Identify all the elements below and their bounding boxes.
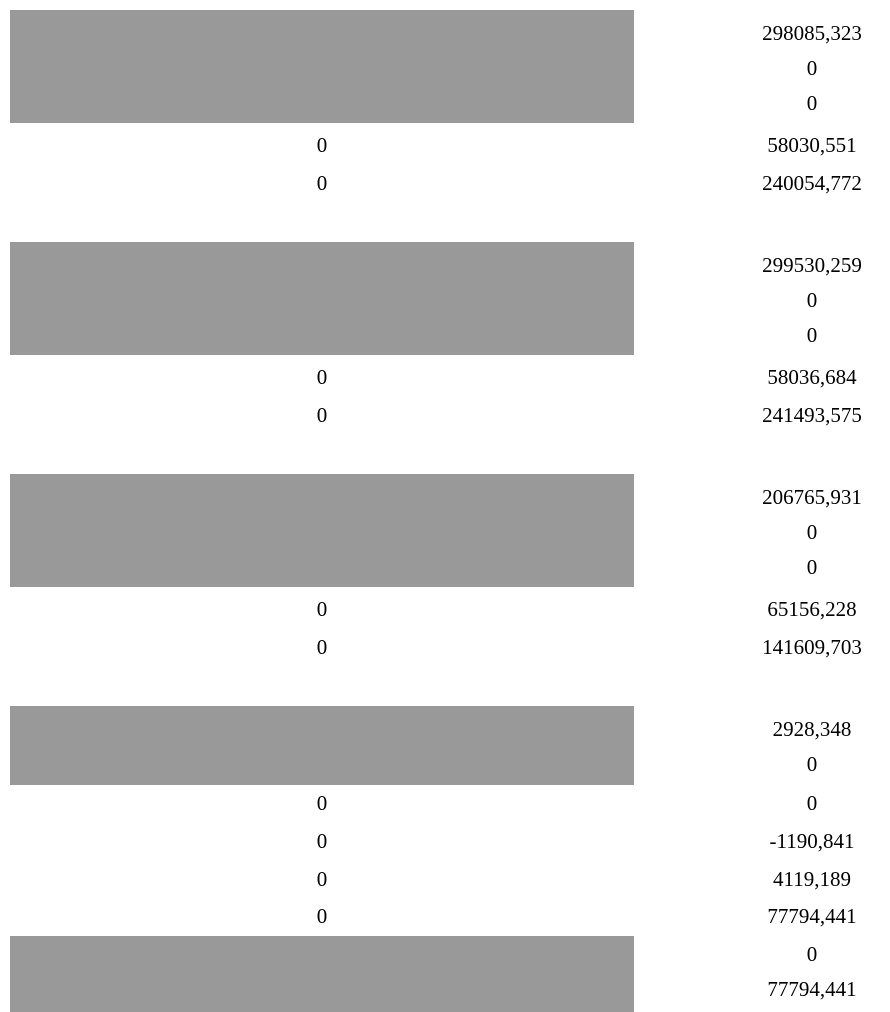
cell-left: 0: [316, 829, 328, 853]
cell-left: 0: [316, 904, 328, 928]
cell-right: 0: [806, 520, 818, 544]
cell-left: 0: [316, 403, 328, 427]
table-row: 0 4119,189: [0, 862, 890, 896]
cell-left: [10, 515, 634, 549]
cell-left: [10, 937, 634, 971]
cell-right: 0: [806, 288, 818, 312]
table-row: 0 141609,703: [0, 630, 890, 664]
cell-right: 240054,772: [762, 171, 862, 195]
table-row: 0: [0, 51, 890, 85]
table-row: 2928,348: [0, 712, 890, 746]
cell-left: [10, 204, 634, 238]
cell-left: [10, 318, 634, 352]
cell-right: -1190,841: [769, 829, 855, 853]
cell-right: [730, 436, 890, 470]
cell-left: [10, 972, 634, 1006]
table-row: [0, 668, 890, 702]
table-row: 0 0: [0, 786, 890, 820]
grey-block-5: [10, 936, 634, 1012]
cell-left: [10, 480, 634, 514]
table-row: 206765,931: [0, 480, 890, 514]
cell-left: 0: [316, 171, 328, 195]
cell-left: [10, 248, 634, 282]
table-row: 0: [0, 318, 890, 352]
table-row: [0, 436, 890, 470]
table-row: 0: [0, 283, 890, 317]
cell-right: 298085,323: [762, 21, 862, 45]
cell-left: [10, 436, 634, 470]
cell-right: 4119,189: [773, 867, 851, 891]
cell-left: 0: [316, 791, 328, 815]
cell-right: 77794,441: [767, 904, 857, 928]
cell-left: [10, 86, 634, 120]
table-row: 0: [0, 515, 890, 549]
cell-right: 2928,348: [772, 717, 852, 741]
cell-right: 77794,441: [767, 977, 857, 1001]
cell-right: 0: [806, 56, 818, 80]
cell-right: [730, 668, 890, 702]
table-row: 0 58030,551: [0, 128, 890, 162]
table-row: 0: [0, 747, 890, 781]
cell-right: 241493,575: [762, 403, 862, 427]
table-row: 0 58036,684: [0, 360, 890, 394]
table-row: 0: [0, 550, 890, 584]
cell-left: [10, 747, 634, 781]
table-row: 0 -1190,841: [0, 824, 890, 858]
table-row: 0 77794,441: [0, 899, 890, 933]
cell-right: 0: [806, 752, 818, 776]
table-row: 0 241493,575: [0, 398, 890, 432]
table-row: 77794,441: [0, 972, 890, 1006]
cell-right: 141609,703: [762, 635, 862, 659]
cell-left: 0: [316, 867, 328, 891]
cell-left: [10, 712, 634, 746]
cell-right: 0: [806, 91, 818, 115]
cell-right: 0: [806, 555, 818, 579]
cell-right: 0: [806, 942, 818, 966]
cell-left: [10, 16, 634, 50]
grey-block-4: [10, 706, 634, 785]
cell-right: 0: [806, 791, 818, 815]
grey-block-3: [10, 474, 634, 587]
table-row: [0, 204, 890, 238]
table-row: 0 240054,772: [0, 166, 890, 200]
table-row: 299530,259: [0, 248, 890, 282]
cell-right: 299530,259: [762, 253, 862, 277]
grey-block-1: [10, 10, 634, 123]
cell-right: 65156,228: [767, 597, 857, 621]
table-row: 0 65156,228: [0, 592, 890, 626]
cell-left: [10, 51, 634, 85]
cell-right: 58036,684: [767, 365, 857, 389]
cell-left: 0: [316, 133, 328, 157]
cell-left: 0: [316, 597, 328, 621]
cell-left: 0: [316, 365, 328, 389]
cell-right: 58030,551: [767, 133, 857, 157]
table-row: 0: [0, 86, 890, 120]
table-row: 298085,323: [0, 16, 890, 50]
table-row: 0: [0, 937, 890, 971]
cell-left: [10, 283, 634, 317]
cell-left: 0: [316, 635, 328, 659]
cell-right: 0: [806, 323, 818, 347]
cell-left: [10, 668, 634, 702]
grey-block-2: [10, 242, 634, 355]
cell-left: [10, 550, 634, 584]
cell-right: 206765,931: [762, 485, 862, 509]
cell-right: [730, 204, 890, 238]
